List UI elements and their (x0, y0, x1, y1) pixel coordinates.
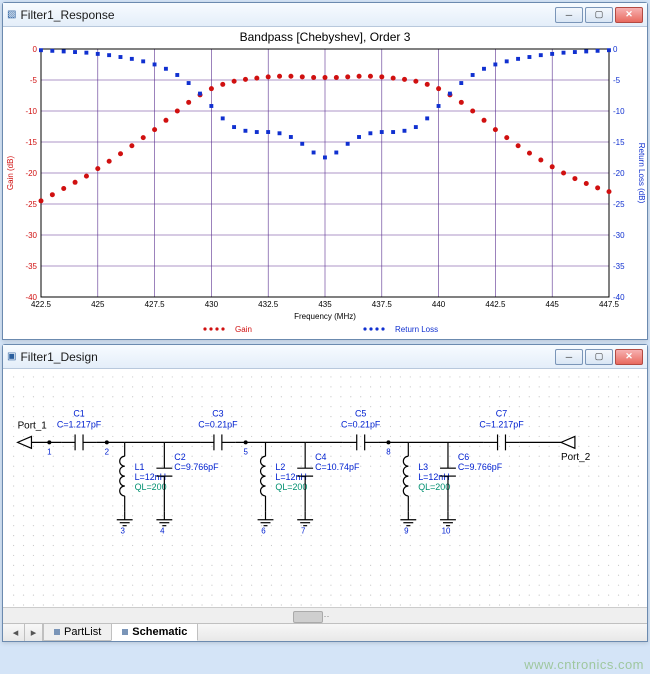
svg-text:3: 3 (120, 527, 125, 536)
tab-schematic[interactable]: Schematic (111, 624, 198, 641)
svg-text:1: 1 (47, 447, 52, 456)
svg-text:-30: -30 (25, 231, 37, 240)
design-title: Filter1_Design (20, 350, 553, 364)
svg-text:C4: C4 (315, 452, 326, 462)
svg-text:8: 8 (386, 447, 391, 456)
svg-text:-35: -35 (25, 262, 37, 271)
svg-text:L=12nH: L=12nH (418, 472, 449, 482)
svg-text:Bandpass [Chebyshev], Order 3: Bandpass [Chebyshev], Order 3 (240, 30, 411, 44)
svg-text:-25: -25 (25, 200, 37, 209)
tab-schematic-label: Schematic (132, 626, 187, 638)
svg-text:-15: -15 (613, 138, 625, 147)
svg-text:Gain (dB): Gain (dB) (6, 156, 15, 191)
svg-text:-10: -10 (613, 107, 625, 116)
tab-prev-button[interactable]: ◂ (7, 624, 25, 641)
chart-icon: ▧ (7, 9, 16, 20)
close-button[interactable]: ✕ (615, 349, 643, 365)
svg-text:425: 425 (91, 300, 105, 309)
svg-text:C3: C3 (212, 409, 223, 419)
svg-text:Port_1: Port_1 (18, 421, 48, 432)
design-body: Port_11C1C=1.217pF2L1L=12nHQL=2003C2C=9.… (3, 369, 647, 641)
minimize-button[interactable]: ─ (555, 7, 583, 23)
svg-text:C=1.217pF: C=1.217pF (479, 420, 524, 430)
svg-text:QL=200: QL=200 (418, 482, 450, 492)
tab-partlist[interactable]: PartList (43, 624, 112, 641)
design-window: ▣ Filter1_Design ─ ▢ ✕ Port_11C1C=1.217p… (2, 344, 648, 642)
svg-text:Frequency (MHz): Frequency (MHz) (294, 312, 356, 321)
svg-text:-5: -5 (613, 76, 621, 85)
svg-text:QL=200: QL=200 (275, 482, 307, 492)
svg-text:L=12nH: L=12nH (135, 472, 166, 482)
svg-text:-35: -35 (613, 262, 625, 271)
svg-text:Port_2: Port_2 (561, 452, 591, 463)
svg-text:-20: -20 (25, 169, 37, 178)
svg-text:435: 435 (318, 300, 332, 309)
svg-text:0: 0 (33, 45, 38, 54)
response-title: Filter1_Response (20, 8, 553, 22)
svg-text:C=10.74pF: C=10.74pF (315, 462, 360, 472)
svg-text:C7: C7 (496, 409, 507, 419)
tab-icon (54, 629, 60, 635)
maximize-button[interactable]: ▢ (585, 349, 613, 365)
svg-text:-20: -20 (613, 169, 625, 178)
svg-text:4: 4 (160, 527, 165, 536)
svg-text:-10: -10 (25, 107, 37, 116)
svg-text:C5: C5 (355, 409, 366, 419)
svg-text:7: 7 (301, 527, 305, 536)
svg-text:C6: C6 (458, 452, 469, 462)
response-window: ▧ Filter1_Response ─ ▢ ✕ Bandpass [Cheby… (2, 2, 648, 340)
watermark-text: www.cntronics.com (524, 657, 644, 672)
svg-text:9: 9 (404, 527, 409, 536)
design-titlebar[interactable]: ▣ Filter1_Design ─ ▢ ✕ (3, 345, 647, 369)
svg-text:-30: -30 (613, 231, 625, 240)
response-chart: Bandpass [Chebyshev], Order 3422.5425427… (3, 27, 647, 339)
tab-next-button[interactable]: ▸ (25, 624, 43, 641)
schematic-icon: ▣ (7, 351, 16, 362)
svg-text:C=9.766pF: C=9.766pF (458, 462, 503, 472)
maximize-button[interactable]: ▢ (585, 7, 613, 23)
svg-text:Gain: Gain (235, 325, 252, 334)
scroll-thumb[interactable] (293, 611, 323, 623)
svg-text:437.5: 437.5 (372, 300, 393, 309)
response-titlebar[interactable]: ▧ Filter1_Response ─ ▢ ✕ (3, 3, 647, 27)
svg-text:-5: -5 (30, 76, 38, 85)
minimize-button[interactable]: ─ (555, 349, 583, 365)
svg-text:430: 430 (205, 300, 219, 309)
svg-text:Return Loss (dB): Return Loss (dB) (637, 143, 646, 204)
svg-text:-25: -25 (613, 200, 625, 209)
svg-text:0: 0 (613, 45, 618, 54)
svg-text:L3: L3 (418, 462, 428, 472)
svg-text:445: 445 (546, 300, 560, 309)
svg-text:2: 2 (105, 447, 109, 456)
close-button[interactable]: ✕ (615, 7, 643, 23)
svg-text:-40: -40 (25, 293, 37, 302)
svg-text:432.5: 432.5 (258, 300, 279, 309)
schematic-canvas[interactable]: Port_11C1C=1.217pF2L1L=12nHQL=2003C2C=9.… (3, 369, 647, 607)
svg-text:L1: L1 (135, 462, 145, 472)
svg-text:C=1.217pF: C=1.217pF (57, 420, 102, 430)
svg-text:Return Loss: Return Loss (395, 325, 438, 334)
svg-text:C2: C2 (174, 452, 185, 462)
design-tabstrip: ◂ ▸ PartList Schematic (3, 623, 647, 641)
svg-text:5: 5 (243, 447, 248, 456)
svg-text:L2: L2 (275, 462, 285, 472)
svg-text:C=0.21pF: C=0.21pF (341, 420, 381, 430)
svg-text:C=9.766pF: C=9.766pF (174, 462, 219, 472)
svg-text:C1: C1 (73, 409, 84, 419)
svg-text:L=12nH: L=12nH (275, 472, 306, 482)
response-body: Bandpass [Chebyshev], Order 3422.5425427… (3, 27, 647, 339)
svg-text:QL=200: QL=200 (135, 482, 167, 492)
svg-text:427.5: 427.5 (145, 300, 166, 309)
tab-partlist-label: PartList (64, 626, 101, 638)
svg-text:-40: -40 (613, 293, 625, 302)
tab-icon (122, 629, 128, 635)
svg-text:6: 6 (261, 527, 266, 536)
svg-text:440: 440 (432, 300, 446, 309)
svg-text:10: 10 (442, 527, 451, 536)
svg-text:-15: -15 (25, 138, 37, 147)
svg-text:C=0.21pF: C=0.21pF (198, 420, 238, 430)
svg-text:442.5: 442.5 (485, 300, 506, 309)
